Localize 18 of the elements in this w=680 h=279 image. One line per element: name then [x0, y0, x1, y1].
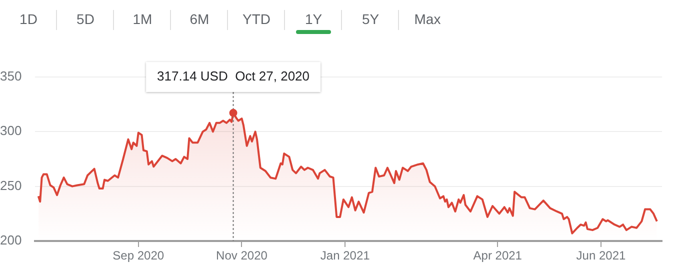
text: 1Y [304, 10, 324, 29]
text: Max [413, 10, 442, 29]
y-tick-label: 250 [0, 178, 22, 193]
text: 5Y [360, 10, 380, 29]
y-tick-label: 200 [0, 232, 22, 248]
y-tick-label: 300 [0, 123, 22, 138]
x-tick-label: Sep 2020 [112, 248, 164, 263]
text: 1D [18, 10, 38, 29]
text: 1M [132, 10, 154, 29]
x-tick-label: Jan 2021 [320, 248, 370, 263]
text: 5D [76, 10, 96, 29]
y-tick-label: 350 [0, 68, 22, 84]
text: 6M [188, 10, 210, 29]
x-tick-label: Apr 2021 [473, 248, 522, 263]
text: YTD [242, 10, 272, 29]
annotation: 317.14 USD Oct 27, 2020 [157, 68, 310, 84]
x-tick-label: Jun 2021 [576, 248, 626, 263]
x-tick-label: Nov 2020 [216, 248, 268, 263]
